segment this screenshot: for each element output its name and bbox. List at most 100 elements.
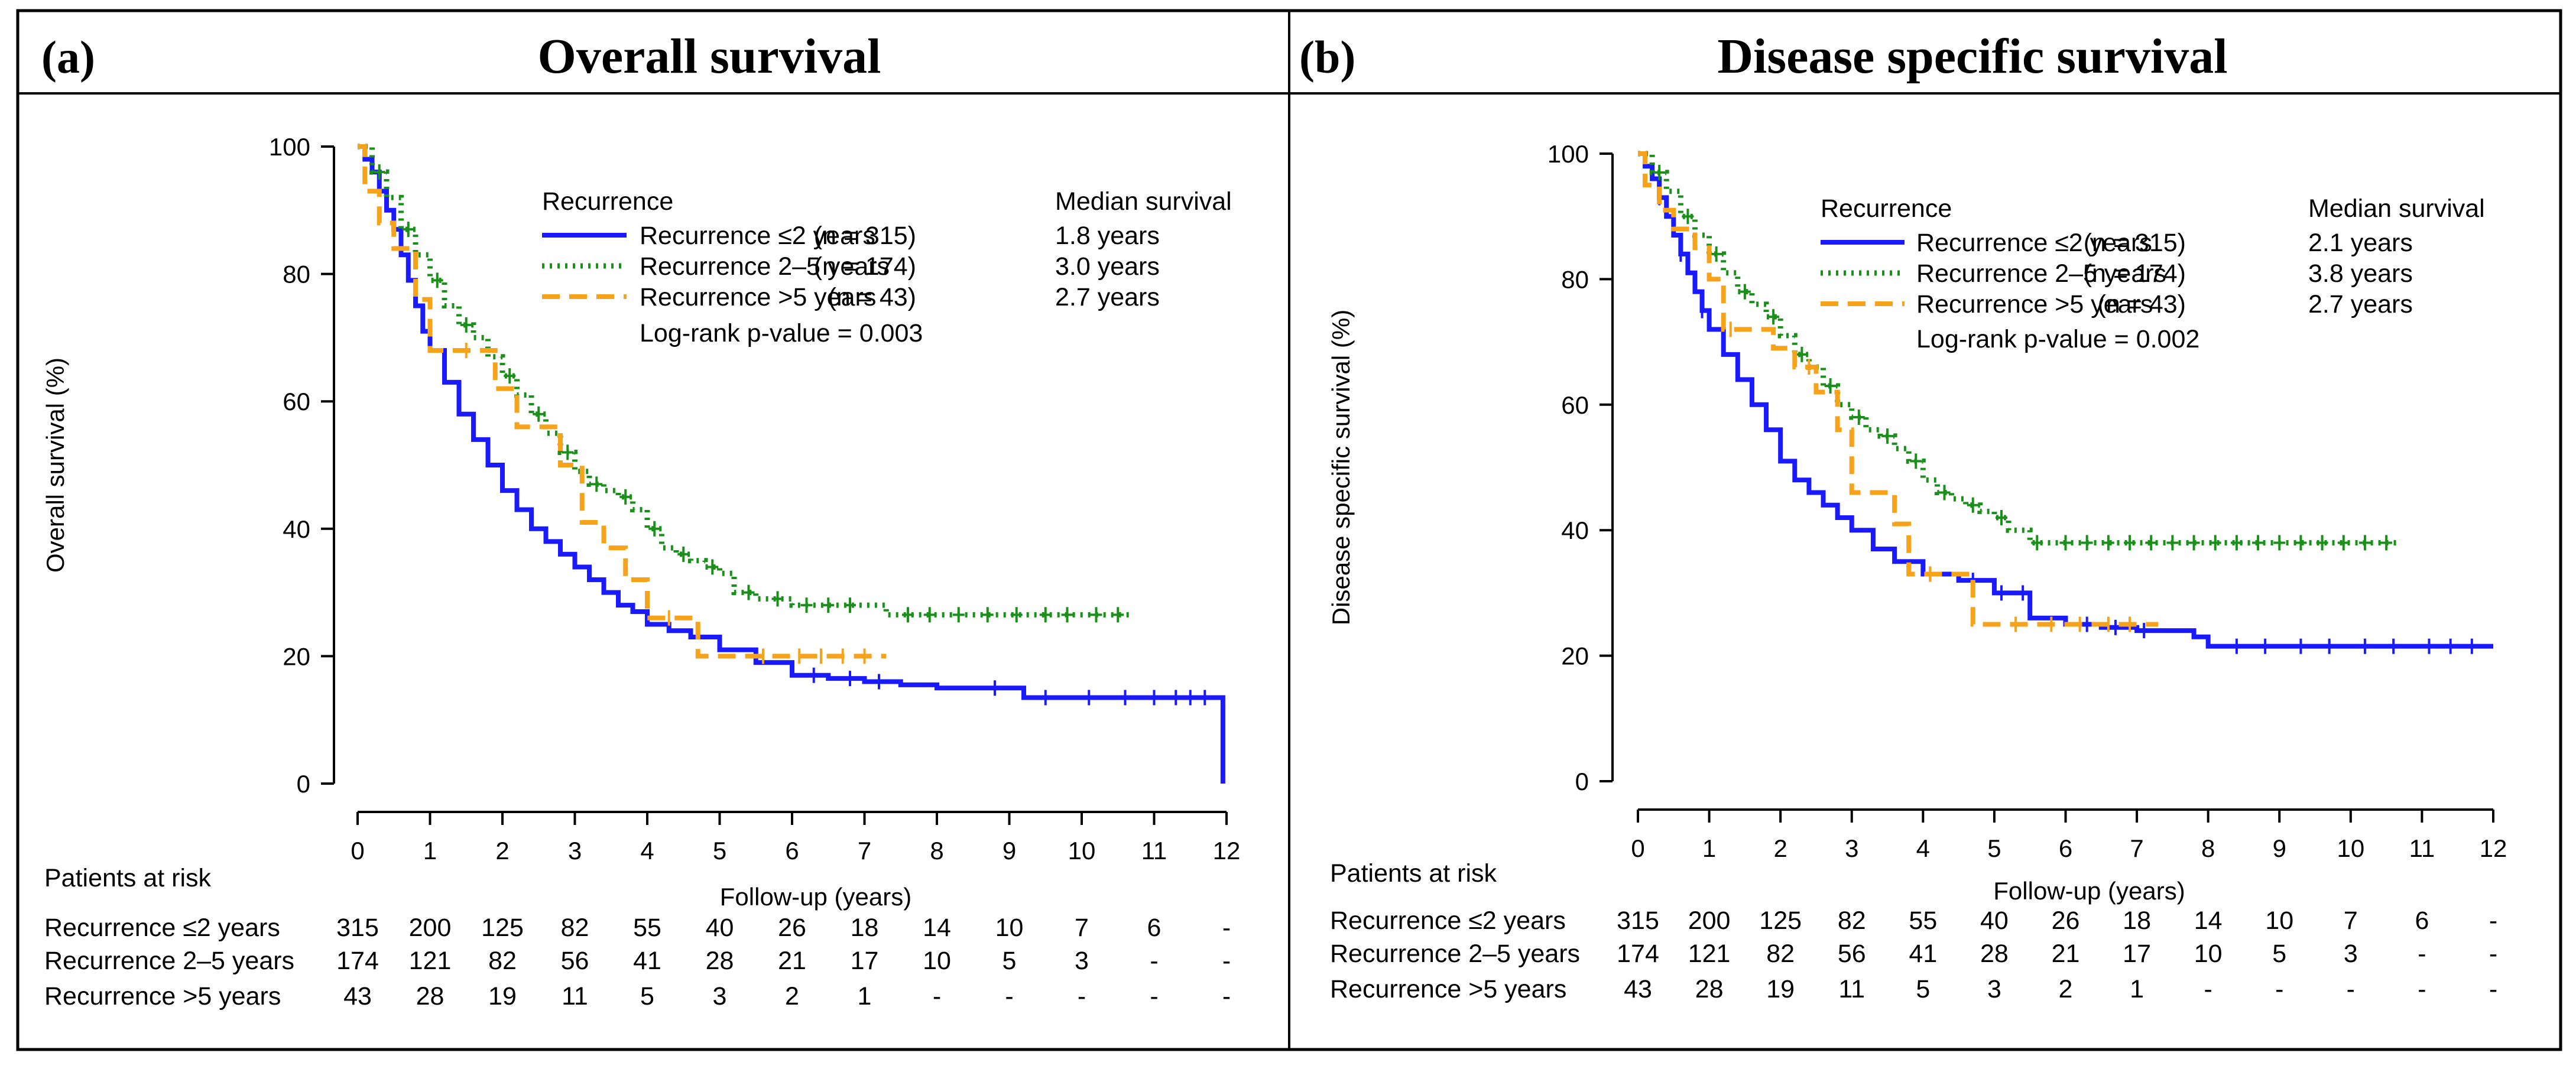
y-tick-label: 80 — [283, 261, 310, 288]
legend-median: 2.1 years — [2308, 229, 2413, 257]
risk-value: 315 — [1617, 906, 1659, 935]
legend-n: (n = 174) — [2084, 259, 2186, 288]
legend-pvalue: Log-rank p-value = 0.002 — [1916, 325, 2199, 353]
y-tick-label: 20 — [1561, 642, 1589, 670]
x-tick-label: 5 — [713, 837, 726, 865]
survival-curve-dashed — [1638, 151, 2159, 627]
panel-a-label: (a) — [41, 31, 95, 83]
risk-value: - — [2489, 940, 2497, 968]
risk-value: 56 — [1838, 940, 1866, 968]
risk-value: 82 — [561, 914, 589, 942]
risk-value: 41 — [1909, 940, 1937, 968]
x-tick-label: 12 — [1213, 837, 1241, 865]
x-tick-label: 9 — [1003, 837, 1016, 865]
risk-value: 125 — [481, 914, 524, 942]
risk-value: 11 — [1838, 975, 1865, 1003]
risk-value: 11 — [562, 982, 588, 1010]
y-tick-label: 0 — [1575, 768, 1589, 795]
risk-value: 28 — [1980, 940, 2009, 968]
risk-value: 10 — [995, 914, 1024, 942]
x-tick-label: 1 — [423, 837, 437, 865]
risk-value: 17 — [2123, 940, 2151, 968]
risk-value: 10 — [2194, 940, 2223, 968]
risk-value: 82 — [1766, 940, 1795, 968]
y-tick-label: 80 — [1561, 265, 1589, 293]
legend: Recurrence Median survival Recurrence ≤2 y… — [1821, 194, 2485, 353]
risk-value: 43 — [343, 982, 372, 1010]
risk-value: 3 — [713, 982, 727, 1010]
y-axis-label: Disease specific survival (%) — [1327, 310, 1355, 625]
y-tick-label: 100 — [269, 133, 310, 161]
risk-value: 5 — [1916, 975, 1930, 1003]
risk-value: 28 — [1695, 975, 1724, 1003]
risk-value: 6 — [1147, 914, 1162, 942]
y-axis-label: Overall survival (%) — [41, 358, 69, 573]
risk-value: 19 — [1766, 975, 1795, 1003]
risk-row-label: Recurrence >5 years — [44, 982, 281, 1010]
risk-value: 3 — [1075, 947, 1089, 975]
legend-label: Recurrence >5 years — [640, 283, 876, 311]
legend-n: (n = 174) — [814, 252, 916, 281]
risk-value: 41 — [633, 947, 661, 975]
x-tick-label: 10 — [1068, 837, 1096, 865]
x-tick-label: 3 — [1845, 834, 1858, 862]
legend-label: Recurrence ≤2 years — [1916, 229, 2152, 257]
risk-value: 6 — [2415, 906, 2429, 935]
risk-value: 40 — [1980, 906, 2009, 935]
legend-label: Recurrence ≤2 years — [640, 222, 875, 250]
risk-value: 174 — [336, 947, 379, 975]
risk-value: 21 — [778, 947, 806, 975]
risk-table-title: Patients at risk — [1330, 859, 1497, 888]
x-axis-label: Follow-up (years) — [720, 883, 911, 911]
risk-value: 43 — [1624, 975, 1652, 1003]
risk-value: 121 — [409, 947, 452, 975]
survival-curve-solid — [1638, 151, 2493, 649]
legend-median: 2.7 years — [1055, 283, 1160, 311]
legend-median: 1.8 years — [1055, 222, 1160, 250]
y-tick-label: 60 — [1561, 391, 1589, 419]
legend-n: (n = 315) — [814, 222, 916, 250]
x-tick-label: 7 — [858, 837, 871, 865]
legend-median: 2.7 years — [2308, 290, 2413, 319]
x-tick-label: 6 — [785, 837, 799, 865]
x-tick-label: 2 — [495, 837, 509, 865]
risk-value: 7 — [1075, 914, 1089, 942]
risk-value: 125 — [1759, 906, 1802, 935]
risk-row-label: Recurrence 2–5 years — [44, 947, 294, 975]
legend-label: Recurrence >5 years — [1916, 290, 2153, 319]
legend-title: Recurrence — [1821, 194, 1952, 223]
risk-value: 55 — [1909, 906, 1937, 935]
x-tick-label: 9 — [2273, 834, 2286, 862]
risk-value: 5 — [640, 982, 654, 1010]
risk-value: 5 — [2272, 940, 2286, 968]
risk-value: - — [2418, 975, 2426, 1003]
risk-value: 1 — [2130, 975, 2144, 1003]
risk-value: 28 — [706, 947, 734, 975]
risk-value: 2 — [785, 982, 799, 1010]
risk-value: - — [1005, 982, 1013, 1010]
risk-value: - — [2489, 906, 2497, 935]
y-tick-label: 40 — [283, 515, 310, 543]
risk-value: - — [1078, 982, 1086, 1010]
panel-a-title: Overall survival — [538, 29, 881, 84]
risk-value: 18 — [2123, 906, 2151, 935]
risk-value: 56 — [561, 947, 589, 975]
x-tick-label: 0 — [1631, 834, 1644, 862]
risk-value: 1 — [858, 982, 872, 1010]
x-axis-label: Follow-up (years) — [1993, 877, 2185, 905]
risk-value: 40 — [706, 914, 734, 942]
x-tick-label: 11 — [1141, 837, 1167, 865]
risk-value: 3 — [1987, 975, 2001, 1003]
y-tick-label: 100 — [1547, 140, 1589, 168]
risk-value: 121 — [1688, 940, 1731, 968]
x-tick-label: 0 — [351, 837, 364, 865]
legend-title: Recurrence — [542, 187, 673, 216]
survival-curve-solid — [358, 144, 1225, 784]
legend-label: Recurrence 2–5 years — [1916, 259, 2166, 288]
risk-row-label: Recurrence ≤2 years — [44, 914, 280, 942]
risk-value: 200 — [409, 914, 452, 942]
x-tick-label: 11 — [2409, 834, 2435, 862]
